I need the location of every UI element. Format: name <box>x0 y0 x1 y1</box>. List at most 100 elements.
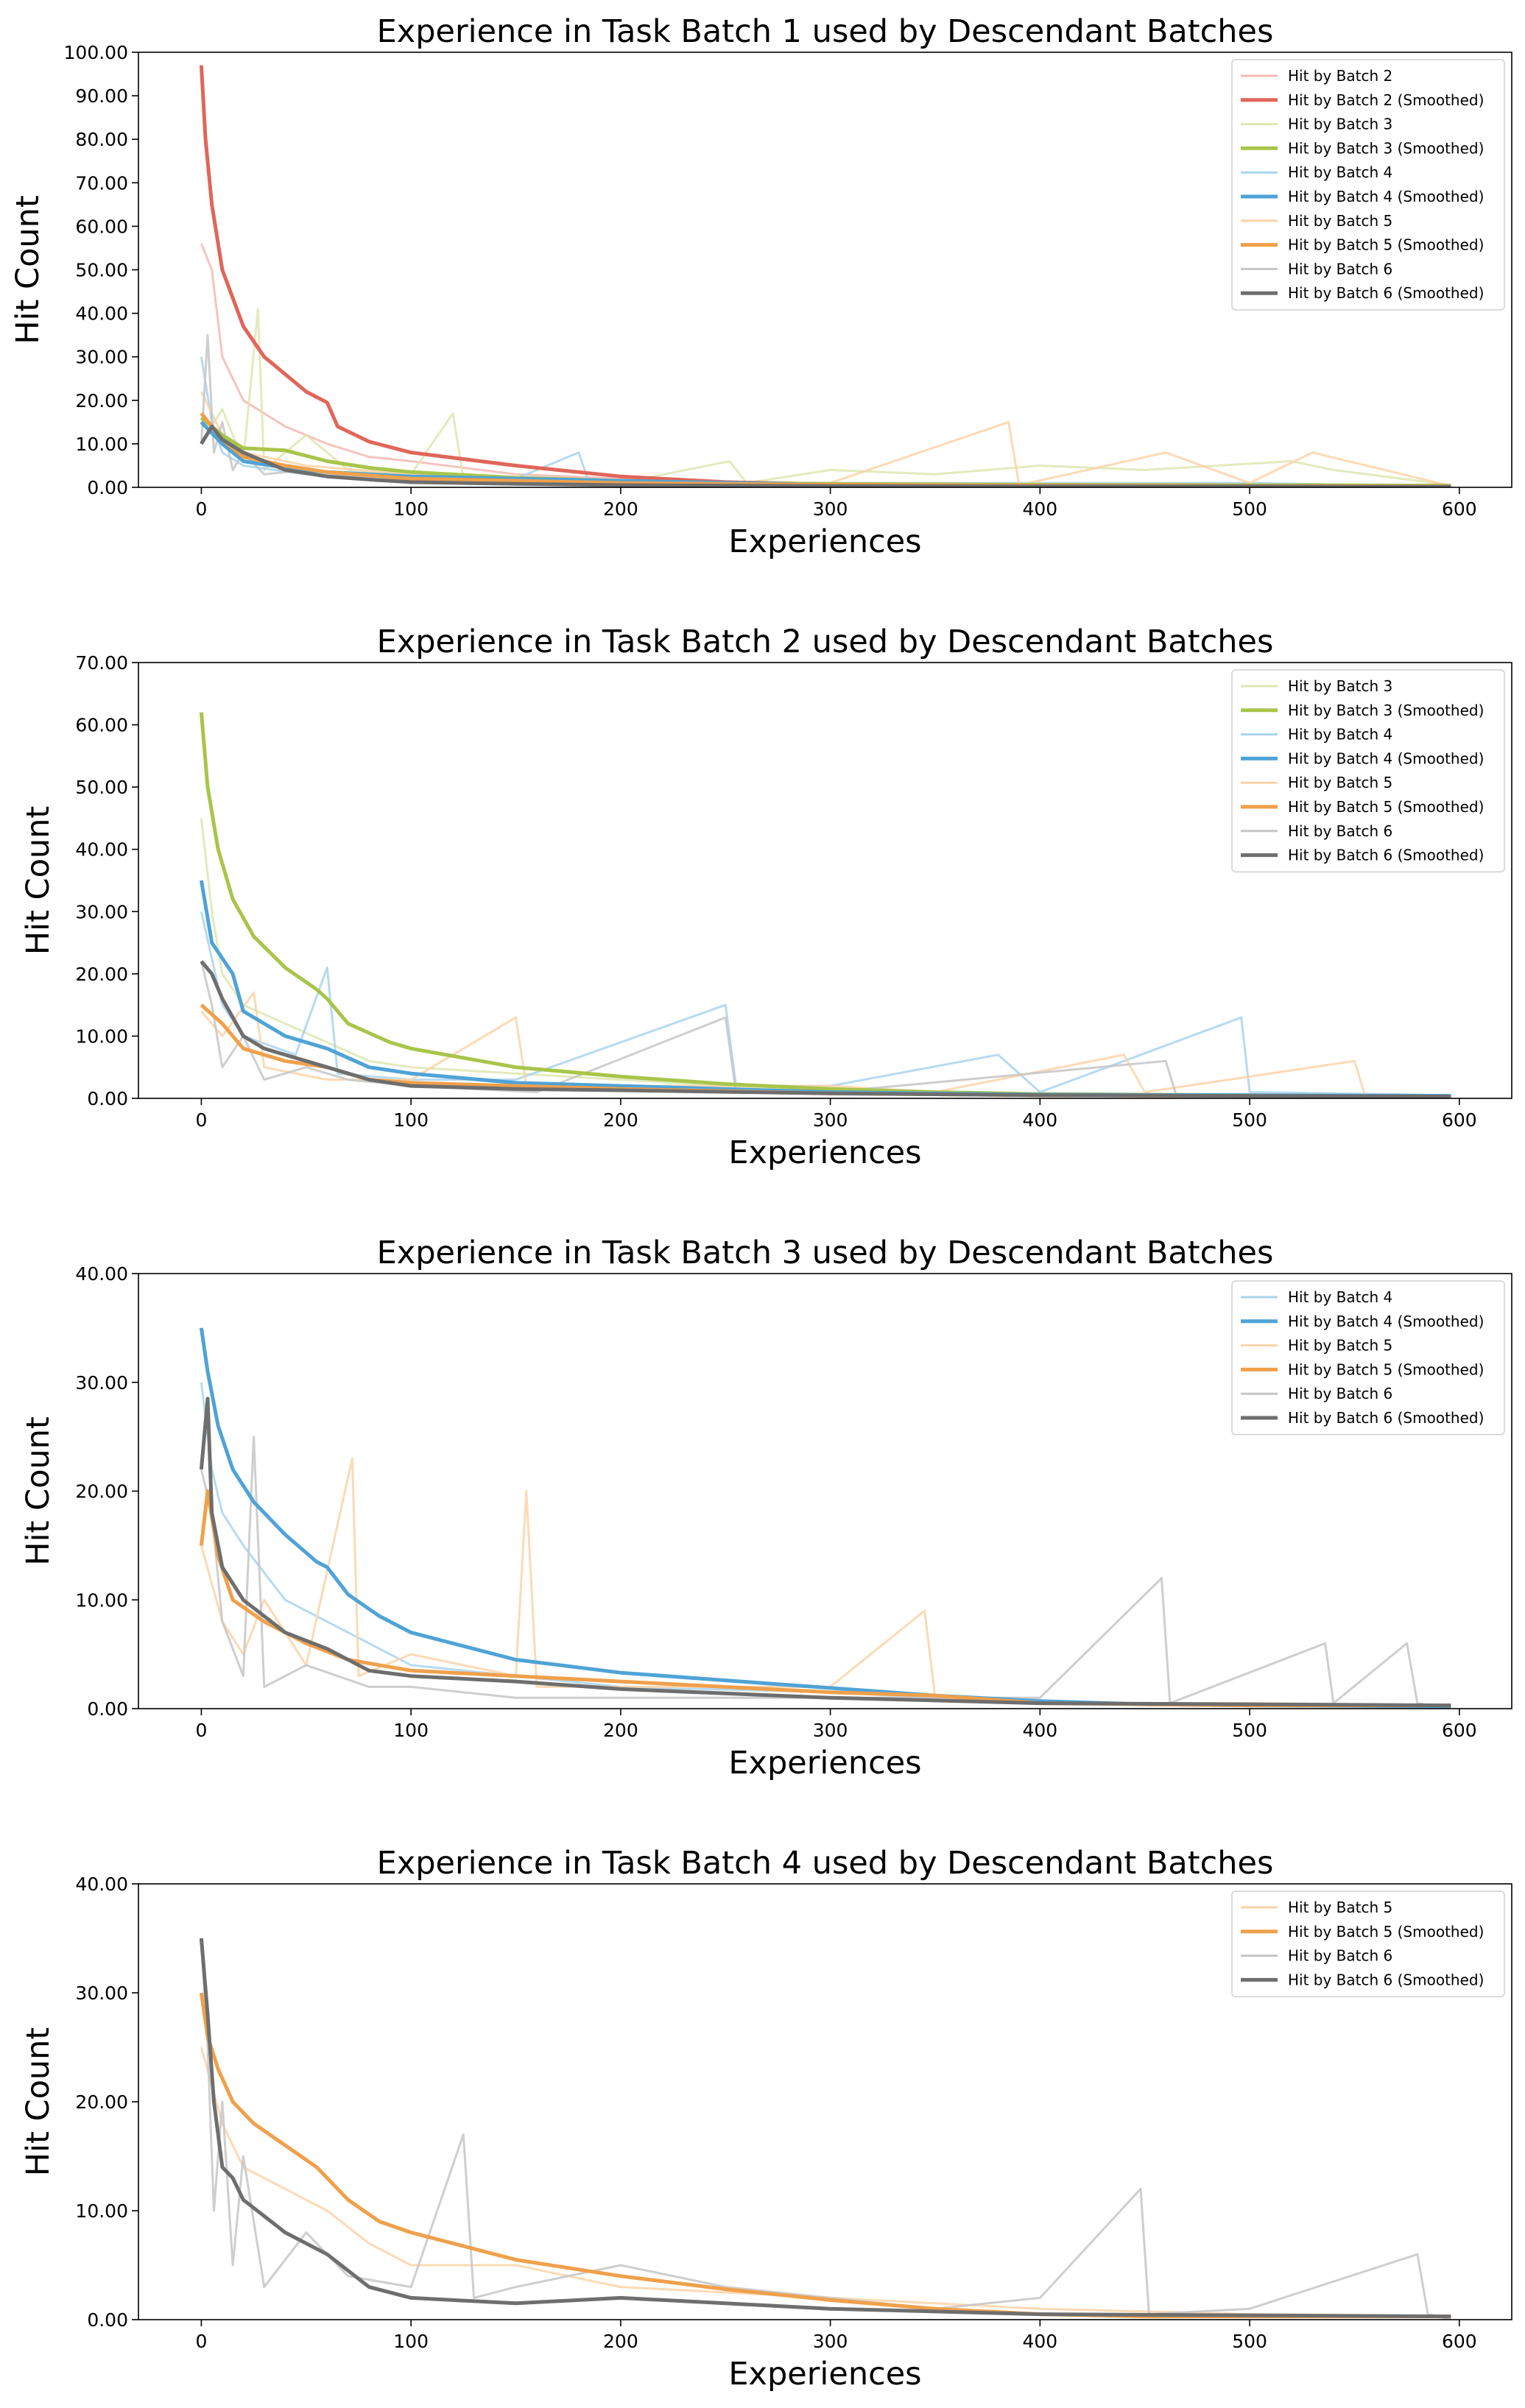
legend-label: Hit by Batch 3 <box>1288 116 1392 133</box>
series-line-hit-by-batch-4 <box>200 911 1451 1097</box>
x-axis-label: Experiences <box>728 2356 921 2393</box>
y-tick-label: 30.00 <box>75 1982 128 2004</box>
y-tick-label: 0.00 <box>87 1698 128 1720</box>
y-tick-label: 10.00 <box>75 1025 128 1047</box>
x-tick-label: 400 <box>1022 498 1057 520</box>
x-tick-label: 400 <box>1022 2331 1057 2352</box>
y-tick-label: 40.00 <box>75 303 128 325</box>
x-tick-label: 0 <box>195 498 207 520</box>
legend-label: Hit by Batch 3 <box>1288 677 1392 695</box>
legend-box <box>1231 59 1505 311</box>
y-tick-label: 10.00 <box>75 2200 128 2222</box>
x-tick-label: 200 <box>603 1109 638 1131</box>
y-tick-label: 60.00 <box>75 715 128 736</box>
x-tick-label: 600 <box>1442 498 1477 520</box>
legend-label: Hit by Batch 6 <box>1288 822 1392 840</box>
legend-label: Hit by Batch 5 (Smoothed) <box>1288 1923 1484 1941</box>
series-line-hit-by-batch-6-smoothed <box>200 960 1451 1098</box>
x-tick-label: 100 <box>393 1109 429 1131</box>
y-tick-label: 20.00 <box>75 2091 128 2113</box>
y-axis-label: Hit Count <box>20 806 57 956</box>
chart-title: Experience in Task Batch 4 used by Desce… <box>377 1845 1274 1882</box>
x-tick-label: 300 <box>813 1109 848 1131</box>
x-tick-label: 400 <box>1022 1720 1057 1741</box>
y-tick-label: 50.00 <box>75 260 128 281</box>
legend-label: Hit by Batch 6 (Smoothed) <box>1288 1971 1484 1988</box>
x-tick-label: 600 <box>1442 2331 1477 2352</box>
legend-box <box>1231 669 1505 873</box>
legend-label: Hit by Batch 5 (Smoothed) <box>1288 236 1484 254</box>
series-line-hit-by-batch-6-smoothed <box>199 1397 1451 1708</box>
series-line-hit-by-batch-6-smoothed <box>200 424 1451 487</box>
y-tick-label: 30.00 <box>75 901 128 922</box>
series-group <box>199 65 1451 487</box>
chart-panel-3: 0 100 200 300 400 500 600 0.00 10.00 20.00 30.00 40… <box>20 1235 1512 1782</box>
legend-label: Hit by Batch 6 (Smoothed) <box>1288 1409 1484 1427</box>
legend-label: Hit by Batch 4 (Smoothed) <box>1288 1313 1484 1330</box>
y-tick-label: 100.00 <box>64 42 128 63</box>
legend-label: Hit by Batch 5 <box>1288 1337 1392 1355</box>
x-tick-label: 400 <box>1022 1109 1057 1131</box>
legend-label: Hit by Batch 5 <box>1288 212 1392 230</box>
legend-label: Hit by Batch 2 (Smoothed) <box>1288 91 1484 109</box>
y-tick-label: 90.00 <box>75 85 128 107</box>
y-tick-label: 20.00 <box>75 390 128 412</box>
legend-box <box>1231 1890 1505 1997</box>
chart-panel-2: 0 100 200 300 400 500 600 0.00 10.00 20.00 30.00 40… <box>20 624 1512 1171</box>
x-tick-label: 200 <box>603 1720 638 1741</box>
legend: Hit by Batch 4 Hit by Batch 4 (Smoothed) H… <box>1231 1280 1505 1436</box>
y-tick-label: 10.00 <box>75 1589 128 1611</box>
y-tick-label: 40.00 <box>75 839 128 861</box>
x-tick-label: 100 <box>393 2331 429 2352</box>
y-axis-label: Hit Count <box>20 1416 57 1566</box>
y-tick-label: 80.00 <box>75 129 128 150</box>
chart-panel-1: 0 100 200 300 400 500 600 0.00 10.00 20.00 30.00 40… <box>10 13 1512 560</box>
legend: Hit by Batch 3 Hit by Batch 3 (Smoothed) H… <box>1231 669 1505 873</box>
chart-title: Experience in Task Batch 3 used by Desce… <box>377 1235 1274 1271</box>
x-tick-label: 300 <box>813 1720 848 1741</box>
x-tick-label: 100 <box>393 498 429 520</box>
x-axis-label: Experiences <box>728 523 921 560</box>
y-tick-label: 0.00 <box>87 2309 128 2331</box>
legend-label: Hit by Batch 6 <box>1288 260 1392 278</box>
x-tick-label: 0 <box>195 2331 207 2352</box>
y-tick-label: 0.00 <box>87 1088 128 1109</box>
legend-label: Hit by Batch 3 (Smoothed) <box>1288 702 1484 719</box>
chart-title: Experience in Task Batch 1 used by Desce… <box>377 13 1274 50</box>
x-tick-label: 500 <box>1232 1109 1267 1131</box>
x-tick-label: 500 <box>1232 498 1267 520</box>
x-tick-label: 500 <box>1232 1720 1267 1741</box>
x-tick-label: 300 <box>813 498 848 520</box>
x-tick-label: 600 <box>1442 1720 1477 1741</box>
y-tick-label: 30.00 <box>75 347 128 368</box>
legend-label: Hit by Batch 5 (Smoothed) <box>1288 798 1484 816</box>
series-line-hit-by-batch-6-smoothed <box>199 1938 1451 2319</box>
y-tick-label: 70.00 <box>75 172 128 194</box>
legend: Hit by Batch 5 Hit by Batch 5 (Smoothed) H… <box>1231 1890 1505 1997</box>
x-tick-label: 500 <box>1232 2331 1267 2352</box>
x-tick-label: 600 <box>1442 1109 1477 1131</box>
x-tick-label: 300 <box>813 2331 848 2352</box>
chart-title: Experience in Task Batch 2 used by Desce… <box>377 624 1274 660</box>
legend-label: Hit by Batch 4 <box>1288 726 1392 744</box>
legend-label: Hit by Batch 6 (Smoothed) <box>1288 284 1484 302</box>
y-tick-label: 10.00 <box>75 434 128 455</box>
legend-label: Hit by Batch 4 <box>1288 163 1392 181</box>
y-tick-label: 40.00 <box>75 1874 128 1895</box>
y-axis-label: Hit Count <box>10 195 46 345</box>
legend-label: Hit by Batch 5 <box>1288 774 1392 791</box>
chart-panel-4: 0 100 200 300 400 500 600 0.00 10.00 20.00 30.00 40… <box>20 1845 1512 2393</box>
y-tick-label: 40.00 <box>75 1263 128 1285</box>
plot-frame <box>138 662 1512 1099</box>
legend-label: Hit by Batch 4 <box>1288 1288 1392 1306</box>
x-tick-label: 200 <box>603 2331 638 2352</box>
legend-label: Hit by Batch 2 <box>1288 67 1392 85</box>
x-tick-label: 0 <box>195 1720 207 1741</box>
x-tick-label: 0 <box>195 1109 207 1131</box>
legend-label: Hit by Batch 5 (Smoothed) <box>1288 1360 1484 1378</box>
legend: Hit by Batch 2 Hit by Batch 2 (Smoothed) H… <box>1231 59 1505 311</box>
y-tick-label: 30.00 <box>75 1372 128 1394</box>
x-tick-label: 200 <box>603 498 638 520</box>
legend-label: Hit by Batch 5 <box>1288 1899 1392 1916</box>
